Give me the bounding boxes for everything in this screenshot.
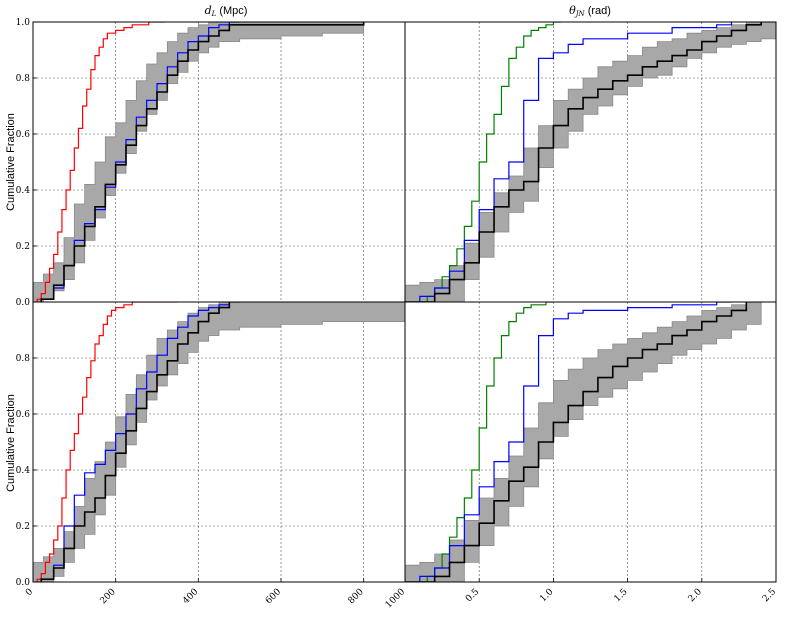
series-line-0 (36, 302, 178, 582)
series-line-2 (405, 302, 748, 582)
x-tick-label: 1.0 (538, 587, 555, 604)
axes-frame (404, 301, 777, 583)
confidence-band (33, 22, 365, 302)
series-line-2 (405, 22, 762, 302)
series-line-0 (36, 22, 166, 302)
x-tick-label: 200 (99, 587, 118, 606)
y-tick-label: 0.4 (16, 466, 31, 476)
y-tick-label: 0.6 (16, 410, 31, 420)
title-right-var: θ (569, 4, 576, 17)
series-line-1 (419, 22, 733, 302)
series-line-2 (40, 302, 231, 582)
series-line-1 (40, 302, 240, 582)
panels: 0.0 0.2 0.4 0.6 0.8 1.0 0.0 0.2 0.4 0.6 0.8 0 200 400… (16, 18, 779, 610)
y-tick-label: 0.4 (16, 186, 31, 196)
axes-frame (32, 301, 406, 583)
title-left-var: d (205, 4, 212, 17)
x-tick-label: 400 (181, 587, 200, 606)
y-tick-label: 0.2 (16, 242, 30, 252)
axes-frame (32, 21, 406, 303)
series-line-2 (40, 22, 365, 302)
plot-area (405, 22, 776, 302)
panel-bottom-left: 0.0 0.2 0.4 0.6 0.8 0 200 400 600 800 (16, 301, 406, 606)
axes-frame (404, 21, 777, 303)
x-tick-label: 0.5 (464, 587, 481, 604)
x-tick-label: 0 (24, 587, 35, 598)
y-tick-label: 0.8 (16, 354, 31, 364)
plot-area (405, 302, 776, 582)
x-tick-label: 2.0 (687, 587, 704, 604)
x-tick-label: 600 (264, 587, 283, 606)
series-line-0 (405, 302, 554, 582)
y-tick-label: 0.0 (16, 298, 31, 308)
confidence-band (405, 22, 776, 302)
panel-top-left: 0.0 0.2 0.4 0.6 0.8 1.0 (16, 18, 406, 308)
confidence-band (33, 302, 405, 582)
y-tick-label: 0.6 (16, 130, 31, 140)
panel-bottom-right: 1000 0.5 1.0 1.5 2.0 2.5 (384, 301, 778, 610)
title-right-sub: JN (574, 10, 586, 18)
plot-area (33, 22, 405, 302)
y-tick-label: 0.8 (16, 74, 31, 84)
panel-top-right (404, 21, 777, 303)
x-tick-label: 1.5 (613, 587, 630, 604)
title-left-sub: L (211, 10, 217, 18)
series-line-1 (419, 302, 732, 582)
confidence-band (405, 302, 762, 582)
plot-area (33, 302, 405, 582)
x-tick-label: 2.5 (761, 587, 778, 604)
title-left-unit: (Mpc) (219, 5, 247, 17)
y-tick-label: 0.0 (16, 578, 31, 588)
x-tick-label: 1000 (384, 587, 407, 610)
y-tick-label: 1.0 (16, 18, 31, 28)
ylabel-top: Cumulative Fraction (5, 113, 17, 211)
title-left: dL (Mpc) (205, 4, 248, 18)
title-right: θJN (rad) (569, 4, 611, 18)
x-tick-label: 800 (347, 587, 366, 606)
title-right-unit: (rad) (588, 5, 611, 17)
y-tick-label: 0.2 (16, 522, 30, 532)
series-line-0 (405, 22, 561, 302)
ylabel-bottom: Cumulative Fraction (5, 394, 17, 492)
